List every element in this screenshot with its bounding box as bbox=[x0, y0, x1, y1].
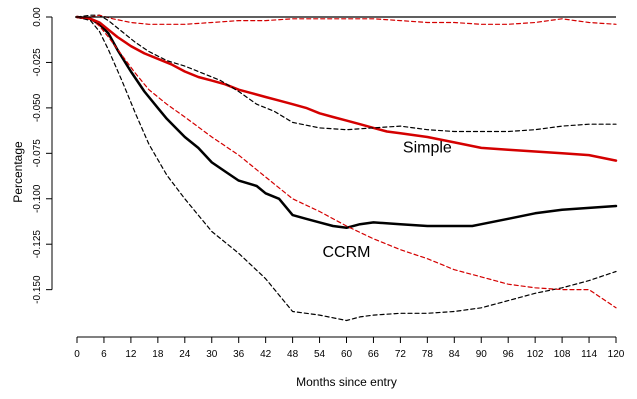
series-line-2 bbox=[75, 15, 618, 162]
series-line-6 bbox=[76, 14, 617, 25]
y-tick-label: 0.00 bbox=[32, 7, 43, 27]
x-tick-label: 6 bbox=[101, 349, 107, 360]
x-axis: 0 6 12 18 24 30 36 42 48 54 60 66 72 78 84 90 96 102 108 11… bbox=[74, 336, 625, 360]
x-tick-label: 36 bbox=[233, 349, 245, 360]
x-tick-label: 60 bbox=[341, 349, 353, 360]
x-tick-label: 54 bbox=[314, 349, 326, 360]
y-tick-label: -0.075 bbox=[32, 139, 43, 168]
series-line-4 bbox=[76, 14, 617, 133]
y-tick-label: -0.025 bbox=[32, 48, 43, 77]
y-tick-label: -0.100 bbox=[32, 184, 43, 213]
x-tick-label: 72 bbox=[395, 349, 407, 360]
x-tick-label: 108 bbox=[554, 349, 571, 360]
y-tick-label: -0.050 bbox=[32, 93, 43, 122]
series-line-3 bbox=[76, 16, 617, 322]
x-tick-label: 96 bbox=[503, 349, 515, 360]
x-tick-label: 120 bbox=[608, 349, 625, 360]
x-tick-label: 114 bbox=[581, 349, 597, 360]
series-layer bbox=[75, 14, 618, 322]
x-tick-label: 12 bbox=[125, 349, 137, 360]
x-tick-label: 84 bbox=[449, 349, 461, 360]
x-tick-label: 78 bbox=[422, 349, 434, 360]
y-tick-label: -0.150 bbox=[32, 275, 43, 304]
annotation-simple: Simple bbox=[403, 139, 452, 156]
y-axis-title: Percentage bbox=[11, 141, 25, 203]
x-tick-label: 66 bbox=[368, 349, 380, 360]
x-tick-label: 30 bbox=[206, 349, 218, 360]
y-tick-label: -0.125 bbox=[32, 230, 43, 259]
annotation-layer: Simple CCRM bbox=[323, 139, 452, 261]
x-tick-label: 24 bbox=[179, 349, 191, 360]
x-axis-title: Months since entry bbox=[296, 375, 397, 389]
x-tick-label: 102 bbox=[527, 349, 544, 360]
x-tick-label: 42 bbox=[260, 349, 272, 360]
x-tick-label: 48 bbox=[287, 349, 299, 360]
series-line-1 bbox=[75, 15, 618, 230]
x-tick-label: 18 bbox=[152, 349, 164, 360]
x-tick-label: 0 bbox=[74, 349, 80, 360]
annotation-ccrm: CCRM bbox=[323, 244, 371, 261]
series-line-5 bbox=[76, 16, 617, 309]
x-tick-label: 90 bbox=[476, 349, 488, 360]
y-axis: 0.00 -0.025 -0.050 -0.075 -0.100 -0.125 -0.150 bbox=[32, 7, 53, 304]
